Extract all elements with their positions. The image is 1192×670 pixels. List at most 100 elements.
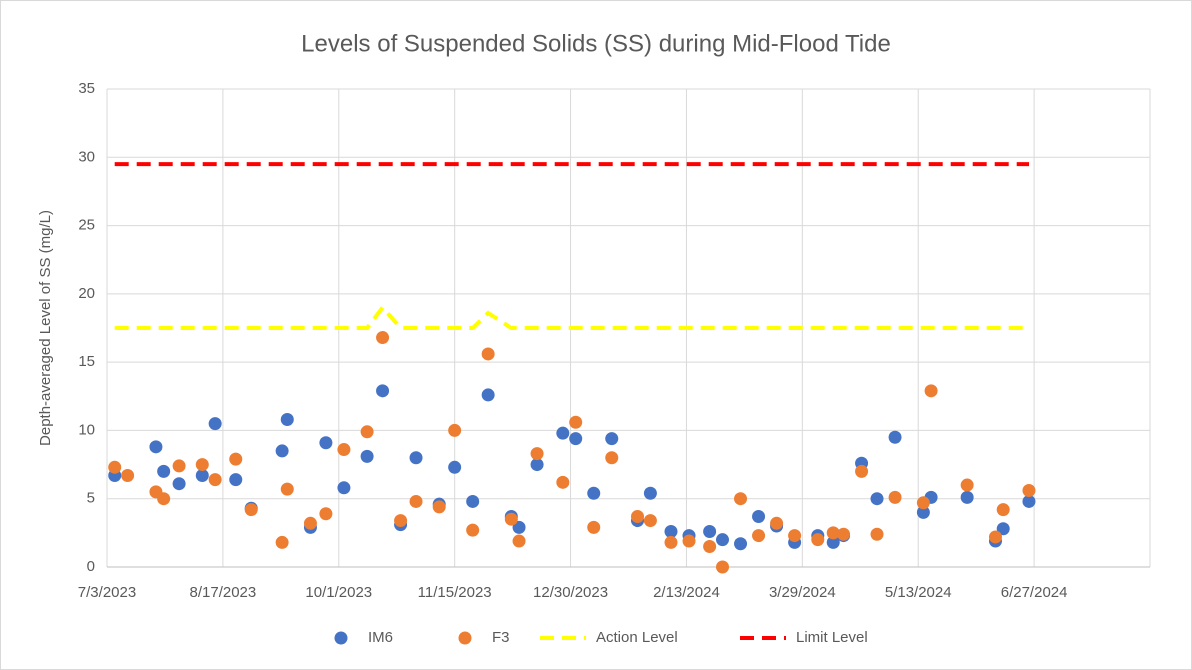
scatter-point	[826, 526, 840, 540]
scatter-point	[466, 494, 480, 508]
scatter-point	[481, 347, 495, 361]
scatter-point	[587, 520, 601, 534]
scatter-point	[643, 514, 657, 528]
scatter-point	[788, 529, 802, 543]
scatter-point	[409, 451, 423, 465]
scatter-point	[569, 415, 583, 429]
level-line	[114, 304, 1029, 330]
scatter-point	[108, 460, 122, 474]
scatter-point	[530, 447, 544, 461]
legend-label: Action Level	[596, 629, 678, 646]
scatter-point	[734, 537, 748, 551]
scatter-point	[280, 413, 294, 427]
scatter-point	[448, 423, 462, 437]
scatter-point	[1022, 494, 1036, 508]
x-tick-label: 10/1/2023	[305, 584, 372, 601]
scatter-point	[172, 477, 186, 491]
scatter-point	[394, 514, 408, 528]
scatter-point	[826, 535, 840, 549]
y-tick-label: 25	[78, 217, 95, 234]
scatter-point	[664, 524, 678, 538]
y-tick-label: 20	[78, 285, 95, 302]
scatter-point	[664, 535, 678, 549]
legend-label: IM6	[368, 629, 393, 646]
scatter-point	[195, 468, 209, 482]
scatter-point	[432, 500, 446, 514]
y-tick-label: 35	[78, 80, 95, 97]
scatter-point	[376, 384, 390, 398]
scatter-point	[855, 464, 869, 478]
scatter-point	[703, 540, 717, 554]
scatter-point	[960, 490, 974, 504]
scatter-point	[530, 458, 544, 472]
scatter-point	[837, 527, 851, 541]
y-tick-label: 30	[78, 148, 95, 165]
x-tick-label: 7/3/2023	[78, 584, 136, 601]
scatter-point	[703, 524, 717, 538]
legend-swatch	[458, 631, 472, 645]
legend-label: Limit Level	[796, 629, 868, 646]
scatter-point	[448, 460, 462, 474]
scatter-point	[643, 486, 657, 500]
scatter-point	[512, 520, 526, 534]
scatter-point	[631, 509, 645, 523]
scatter-point	[229, 473, 243, 487]
scatter-point	[360, 425, 374, 439]
scatter-point	[752, 509, 766, 523]
y-axis-label: Depth-averaged Level of SS (mg/L)	[37, 210, 54, 446]
scatter-point	[605, 451, 619, 465]
scatter-point	[960, 478, 974, 492]
scatter-point	[195, 458, 209, 472]
scatter-point	[121, 468, 135, 482]
x-tick-label: 6/27/2024	[1001, 584, 1068, 601]
scatter-point	[734, 492, 748, 506]
x-tick-label: 3/29/2024	[769, 584, 836, 601]
scatter-point	[275, 535, 289, 549]
scatter-point	[988, 530, 1002, 544]
scatter-point	[466, 523, 480, 537]
scatter-point	[157, 492, 171, 506]
scatter-point	[715, 533, 729, 547]
scatter-point	[376, 331, 390, 345]
x-tick-label: 11/15/2023	[418, 584, 492, 601]
scatter-point	[360, 449, 374, 463]
scatter-point	[752, 529, 766, 543]
scatter-point	[1022, 484, 1036, 498]
y-tick-label: 15	[78, 353, 95, 370]
scatter-point	[996, 522, 1010, 536]
x-tick-label: 5/13/2024	[885, 584, 952, 601]
scatter-point	[280, 482, 294, 496]
scatter-point	[319, 436, 333, 450]
scatter-point	[303, 516, 317, 530]
scatter-point	[157, 464, 171, 478]
scatter-point	[512, 534, 526, 548]
scatter-point	[149, 440, 163, 454]
scatter-point	[996, 503, 1010, 517]
scatter-point	[916, 496, 930, 510]
scatter-point	[682, 534, 696, 548]
scatter-point	[504, 512, 518, 526]
scatter-point	[319, 507, 333, 521]
legend-label: F3	[492, 629, 510, 646]
scatter-point	[275, 444, 289, 458]
scatter-point	[605, 432, 619, 446]
scatter-point	[337, 443, 351, 457]
scatter-point	[569, 432, 583, 446]
scatter-point	[811, 533, 825, 547]
scatter-point	[244, 503, 258, 517]
scatter-point	[481, 388, 495, 402]
scatter-point	[208, 473, 222, 487]
scatter-point	[208, 417, 222, 431]
scatter-point	[172, 459, 186, 473]
y-tick-label: 0	[87, 558, 95, 575]
scatter-point	[556, 475, 570, 489]
scatter-point	[888, 490, 902, 504]
scatter-point	[924, 384, 938, 398]
scatter-point	[770, 516, 784, 530]
legend-swatch	[334, 631, 348, 645]
chart-title: Levels of Suspended Solids (SS) during M…	[301, 30, 891, 57]
scatter-point	[870, 492, 884, 506]
scatter-point	[870, 527, 884, 541]
